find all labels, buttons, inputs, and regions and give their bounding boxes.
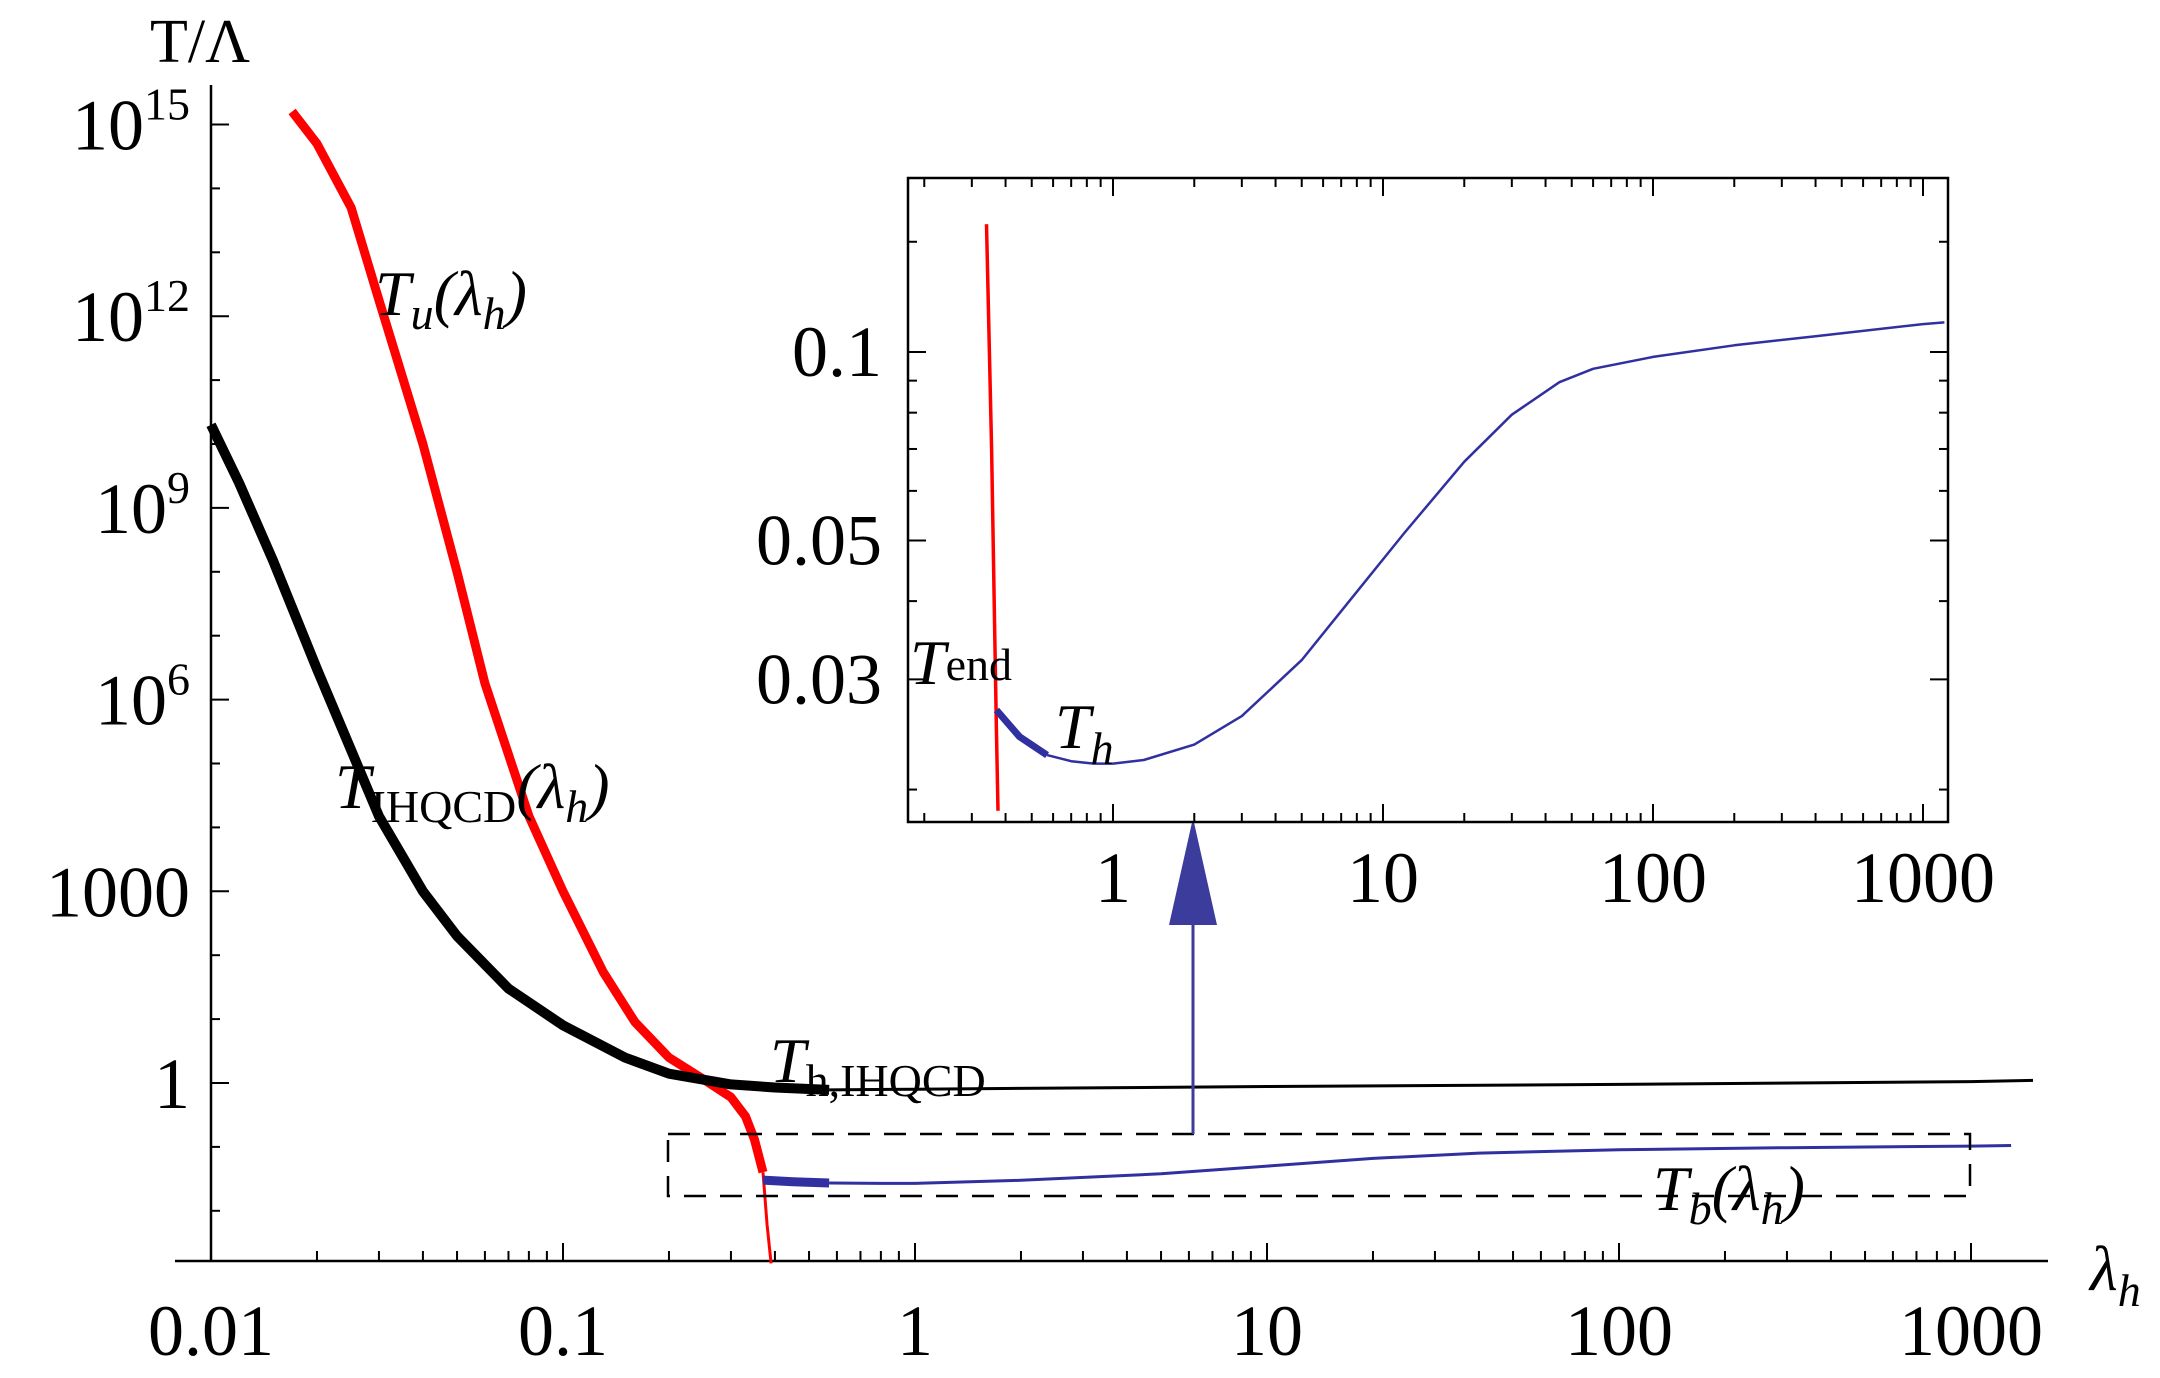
- main-series-t-u: [288, 108, 768, 1174]
- main-series-t-u-thin: [761, 1172, 773, 1264]
- label-tb: Tb(λh): [1653, 1153, 1805, 1234]
- main-x-tick-label: 10: [1231, 1291, 1303, 1371]
- main-tick-marks: [210, 123, 1972, 1261]
- main-y-tick-label: 1015: [72, 79, 190, 166]
- main-axes: 0.01 0.1 1 10 100 1000 1015 1012 109 106 1000 1: [46, 79, 2048, 1371]
- main-x-tick-label: 1: [897, 1291, 933, 1371]
- main-x-tick-label: 0.01: [148, 1291, 274, 1371]
- zoom-region-box: [666, 1132, 1972, 1198]
- inset-panel: 1 10 100 1000 0.1 0.05 0.03 Tend Th: [756, 176, 1995, 918]
- label-tihqcd: TIHQCD(λh): [335, 751, 610, 832]
- inset-tick-marks: [908, 178, 1948, 822]
- main-series-t-h-ihqcd: [829, 1078, 2034, 1092]
- inset-series-blue: [1046, 321, 1945, 765]
- inset-series-red: [984, 224, 1000, 811]
- main-x-tick-label: 0.1: [518, 1291, 608, 1371]
- inset-series-t-h: [993, 707, 1050, 759]
- main-series-group: [206, 108, 2034, 1264]
- y-axis-title: T/Λ: [150, 8, 250, 76]
- inset-y-tick-label: 0.05: [756, 500, 882, 580]
- main-y-tick-label: 109: [95, 462, 190, 549]
- zoom-arrow-head: [1169, 818, 1217, 925]
- inset-y-tick-label: 0.1: [792, 312, 882, 392]
- main-y-tick-label: 1000: [46, 852, 190, 932]
- inset-series-group: [984, 224, 1945, 811]
- main-x-tick-labels: 0.01 0.1 1 10 100 1000: [148, 1291, 2043, 1371]
- inset-y-tick-label: 0.03: [756, 639, 882, 719]
- main-y-tick-label: 1: [154, 1044, 190, 1124]
- label-th: Th: [1055, 691, 1114, 774]
- main-x-tick-label: 100: [1565, 1291, 1673, 1371]
- inset-y-tick-labels: 0.1 0.05 0.03: [756, 312, 882, 719]
- main-series-t-h: [762, 1175, 830, 1188]
- label-th-ihqcd: Th,IHQCD: [770, 1025, 986, 1106]
- inset-frame: [906, 176, 1950, 824]
- main-series-t-b: [829, 1144, 2012, 1185]
- zoom-arrow: [1169, 818, 1217, 1134]
- inset-x-tick-label: 10: [1347, 838, 1419, 918]
- main-x-tick-label: 1000: [1899, 1291, 2043, 1371]
- main-series-t-ihqcd: [206, 422, 830, 1095]
- label-tu: Tu(λh): [375, 258, 527, 339]
- label-tend: Tend: [910, 627, 1012, 698]
- main-y-tick-label: 1012: [72, 270, 190, 357]
- x-axis-title: λh: [2088, 1233, 2141, 1316]
- inset-x-tick-label: 1: [1095, 838, 1131, 918]
- main-y-tick-label: 106: [95, 654, 190, 741]
- inset-x-tick-label: 1000: [1851, 838, 1995, 918]
- main-y-tick-labels: 1015 1012 109 106 1000 1: [46, 79, 190, 1125]
- inset-x-tick-label: 100: [1599, 838, 1707, 918]
- inset-x-tick-labels: 1 10 100 1000: [1095, 838, 1995, 918]
